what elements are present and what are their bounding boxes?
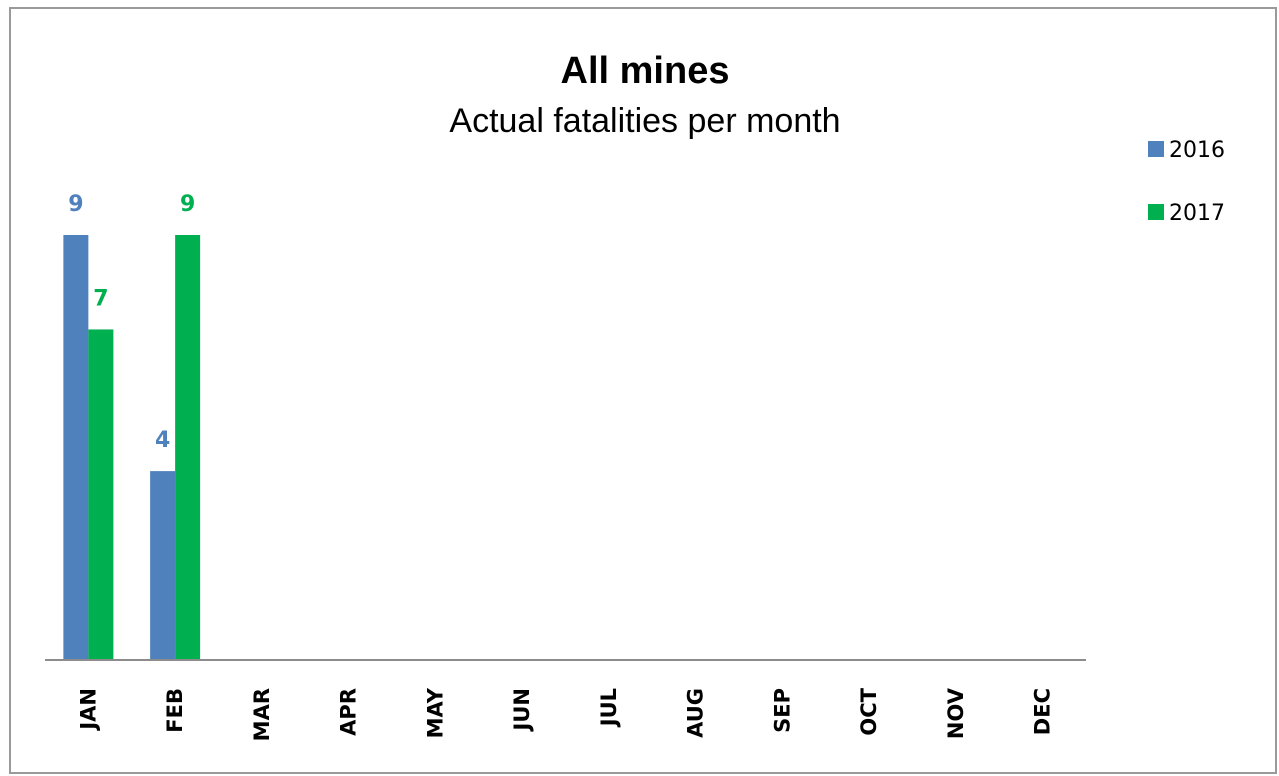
x-tick-label-jun: JUN — [510, 688, 534, 732]
chart-title: All mines — [561, 50, 730, 92]
data-label-2016-jan: 9 — [68, 192, 83, 217]
data-label-2017-jan: 7 — [93, 286, 108, 311]
x-tick-label-may: MAY — [423, 687, 447, 738]
x-tick-label-oct: OCT — [857, 687, 881, 735]
x-tick-label-mar: MAR — [250, 688, 274, 741]
data-label-2017-feb: 9 — [180, 192, 195, 217]
x-tick-label-sep: SEP — [770, 688, 794, 733]
legend-swatch-2016 — [1148, 141, 1164, 157]
x-tick-label-jan: JAN — [76, 688, 100, 732]
x-tick-label-dec: DEC — [1031, 688, 1055, 735]
bar-2016-jan — [63, 235, 89, 660]
legend-label-2016: 2016 — [1169, 138, 1225, 163]
chart-subtitle: Actual fatalities per month — [449, 102, 840, 140]
legend-label-2017: 2017 — [1169, 201, 1225, 226]
bar-2017-feb — [175, 235, 201, 660]
bar-2016-feb — [150, 471, 176, 660]
data-label-2016-feb: 4 — [155, 428, 170, 453]
legend-swatch-2017 — [1148, 204, 1164, 220]
x-tick-label-apr: APR — [337, 688, 361, 736]
legend: 2016 2017 — [1148, 138, 1225, 226]
x-tick-label-feb: FEB — [163, 688, 187, 733]
x-tick-label-jul: JUL — [597, 688, 621, 728]
x-tick-label-nov: NOV — [944, 687, 968, 739]
x-tick-labels: JAN FEB MAR APR MAY JUN JUL AUG SEP OCT NOV DEC — [76, 687, 1054, 741]
bar-2017-jan — [88, 329, 114, 660]
chart-frame — [9, 7, 1277, 774]
bars-layer: 9 7 4 9 — [63, 192, 201, 660]
x-tick-label-aug: AUG — [684, 688, 708, 738]
